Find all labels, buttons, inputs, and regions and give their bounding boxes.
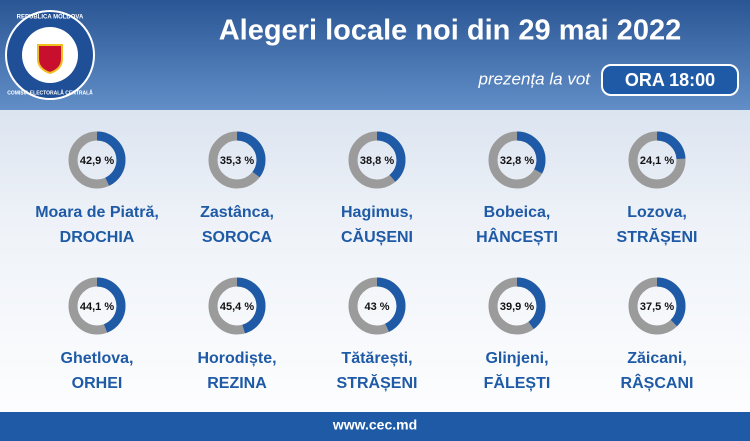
value-label: 44,1 % <box>80 301 114 313</box>
locality: Lozova, <box>627 204 687 221</box>
district: FĂLEȘTI <box>484 373 551 392</box>
locality: Bobeica, <box>484 204 551 221</box>
badge-text: ORA 18:00 <box>625 70 715 90</box>
locality: Ghetlova, <box>61 350 134 367</box>
donut-arc <box>68 277 126 335</box>
district: REZINA <box>207 375 267 392</box>
footer: www.cec.md <box>332 417 417 433</box>
donut-arc <box>348 277 406 335</box>
donut-arc <box>208 277 266 335</box>
value-label: 32,8 % <box>500 155 534 167</box>
locality: Zăicani, <box>627 350 687 367</box>
locality: Glinjeni, <box>485 350 548 367</box>
logo-shield <box>37 44 63 75</box>
value-label: 43 % <box>364 301 389 313</box>
district: CĂUȘENI <box>341 227 413 246</box>
district: HÂNCEȘTI <box>476 227 558 246</box>
value-label: 42,9 % <box>80 155 114 167</box>
value-label: 37,5 % <box>640 301 674 313</box>
donut-arc <box>628 277 686 335</box>
donut-arc <box>348 131 406 189</box>
locality: Horodiște, <box>197 350 276 367</box>
title: Alegeri locale noi din 29 mai 2022 <box>219 15 682 47</box>
locality: Zastânca, <box>200 204 274 221</box>
district: ORHEI <box>72 375 123 392</box>
locality: Moara de Piatră, <box>35 204 159 221</box>
badge <box>601 64 739 96</box>
district: SOROCA <box>202 229 273 246</box>
subtitle: prezența la vot <box>477 69 591 88</box>
district: STRĂȘENI <box>617 227 698 246</box>
locality: Hagimus, <box>341 204 413 221</box>
value-label: 35,3 % <box>220 155 254 167</box>
value-label: 45,4 % <box>220 301 254 313</box>
value-label: 24,1 % <box>640 155 674 167</box>
district: DROCHIA <box>60 229 135 246</box>
logo-top: REPUBLICA MOLDOVA <box>17 15 84 21</box>
footer-band <box>0 412 750 441</box>
donut-arc <box>68 131 126 189</box>
donut-arc <box>488 131 546 189</box>
district: STRĂȘENI <box>337 373 418 392</box>
logo-bottom: COMISIA ELECTORALĂ CENTRALĂ <box>7 89 93 96</box>
locality: Tătărești, <box>341 350 412 367</box>
value-label: 39,9 % <box>500 301 534 313</box>
donut-arc <box>628 131 686 189</box>
district: RÂȘCANI <box>621 373 694 392</box>
donut-arc <box>208 131 266 189</box>
donut-arc <box>488 277 546 335</box>
value-label: 38,8 % <box>360 155 394 167</box>
